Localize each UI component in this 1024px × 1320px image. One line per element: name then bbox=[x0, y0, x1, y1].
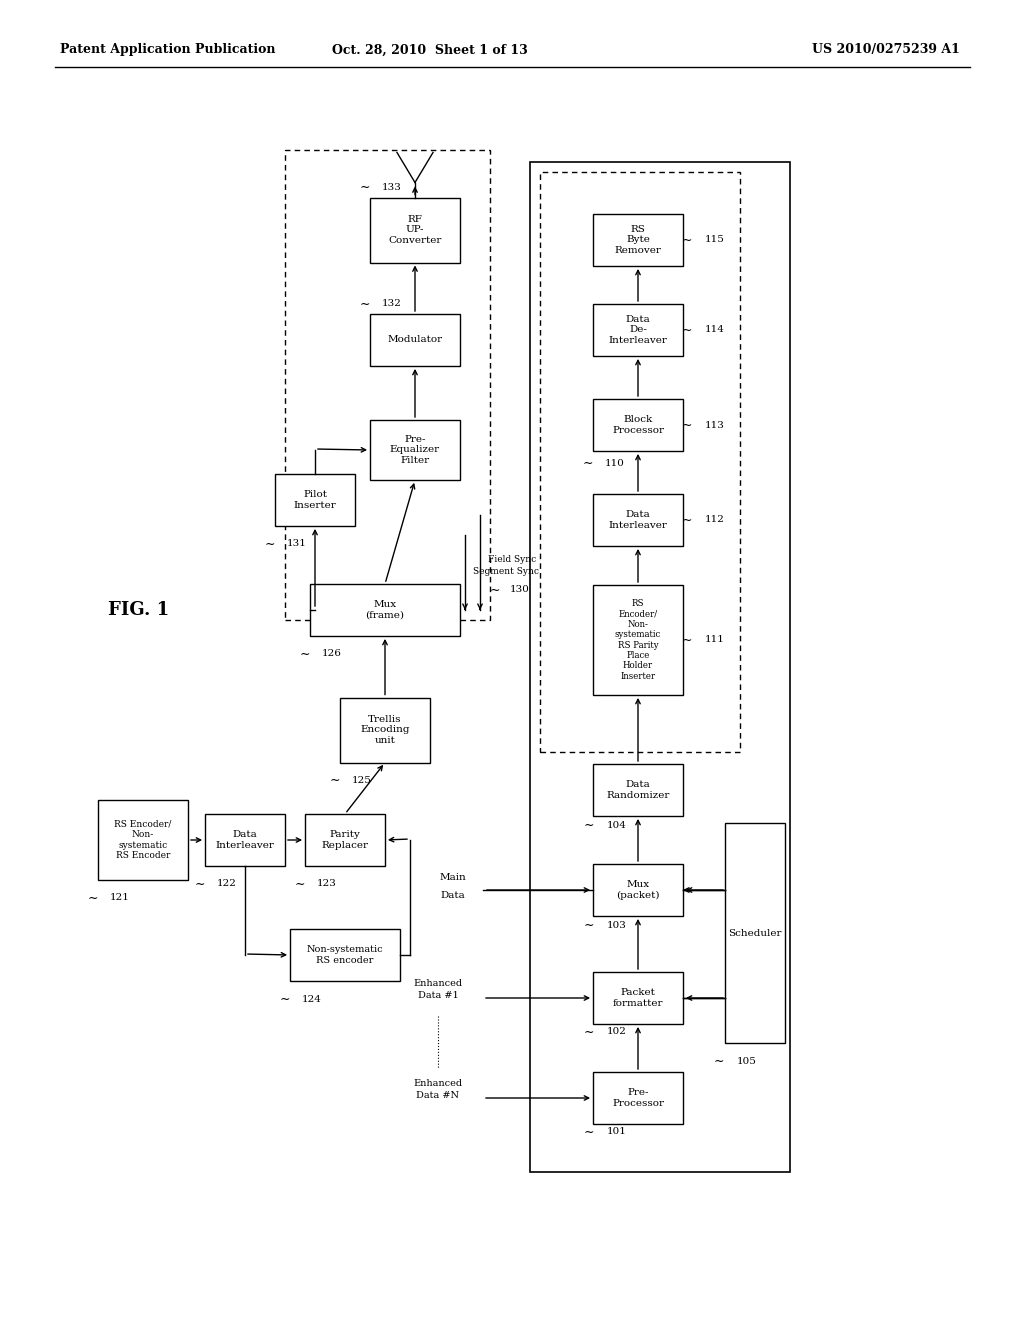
Text: 125: 125 bbox=[352, 776, 372, 785]
Bar bbox=[725, 822, 785, 1043]
Text: Scheduler: Scheduler bbox=[728, 928, 781, 937]
Bar bbox=[530, 162, 790, 1172]
Text: ∼: ∼ bbox=[88, 891, 98, 904]
Bar bbox=[593, 214, 683, 267]
Bar bbox=[305, 814, 385, 866]
Text: 121: 121 bbox=[110, 894, 130, 903]
Text: 130: 130 bbox=[510, 586, 529, 594]
Text: ∼: ∼ bbox=[584, 1126, 594, 1138]
Text: ∼: ∼ bbox=[584, 818, 594, 832]
Text: ∼: ∼ bbox=[682, 634, 692, 647]
Bar bbox=[310, 583, 460, 636]
Bar bbox=[593, 1072, 683, 1125]
Text: Packet
formatter: Packet formatter bbox=[612, 989, 664, 1007]
Bar bbox=[593, 494, 683, 546]
Text: ∼: ∼ bbox=[489, 583, 501, 597]
Bar bbox=[275, 474, 355, 525]
Text: 105: 105 bbox=[737, 1056, 757, 1065]
Text: ∼: ∼ bbox=[280, 993, 290, 1006]
Text: RS
Byte
Remover: RS Byte Remover bbox=[614, 226, 662, 255]
Text: 102: 102 bbox=[607, 1027, 627, 1036]
Text: Pre-
Processor: Pre- Processor bbox=[612, 1088, 664, 1107]
Text: 115: 115 bbox=[705, 235, 725, 244]
Text: Data
Randomizer: Data Randomizer bbox=[606, 780, 670, 800]
Text: Patent Application Publication: Patent Application Publication bbox=[60, 44, 275, 57]
Text: 112: 112 bbox=[705, 516, 725, 524]
Text: ∼: ∼ bbox=[584, 919, 594, 932]
Text: Oct. 28, 2010  Sheet 1 of 13: Oct. 28, 2010 Sheet 1 of 13 bbox=[332, 44, 528, 57]
Text: Modulator: Modulator bbox=[387, 335, 442, 345]
Text: Segment Sync: Segment Sync bbox=[473, 568, 539, 577]
Text: Data
Interleaver: Data Interleaver bbox=[216, 830, 274, 850]
Bar bbox=[593, 304, 683, 356]
Text: Mux
(frame): Mux (frame) bbox=[366, 601, 404, 619]
Bar bbox=[340, 697, 430, 763]
Text: Data #1: Data #1 bbox=[418, 991, 459, 1001]
Text: ∼: ∼ bbox=[359, 181, 371, 194]
Text: 133: 133 bbox=[382, 183, 401, 191]
Bar bbox=[540, 172, 740, 752]
Text: 123: 123 bbox=[317, 879, 337, 888]
Text: 131: 131 bbox=[287, 540, 307, 549]
Bar bbox=[290, 929, 400, 981]
Bar bbox=[98, 800, 188, 880]
Text: 103: 103 bbox=[607, 920, 627, 929]
Text: 122: 122 bbox=[217, 879, 237, 888]
Text: Main: Main bbox=[439, 874, 466, 883]
Bar bbox=[370, 314, 460, 366]
Text: ∼: ∼ bbox=[583, 457, 593, 470]
Text: ∼: ∼ bbox=[195, 878, 205, 891]
Bar bbox=[593, 865, 683, 916]
Text: 124: 124 bbox=[302, 994, 322, 1003]
Text: Enhanced: Enhanced bbox=[414, 1080, 463, 1089]
Text: 104: 104 bbox=[607, 821, 627, 829]
Text: Data #N: Data #N bbox=[417, 1092, 460, 1101]
Text: ∼: ∼ bbox=[265, 537, 275, 550]
Text: ∼: ∼ bbox=[300, 648, 310, 660]
Bar bbox=[593, 972, 683, 1024]
Text: ∼: ∼ bbox=[714, 1055, 724, 1068]
Text: Block
Processor: Block Processor bbox=[612, 416, 664, 434]
Text: RS
Encoder/
Non-
systematic
RS Parity
Place
Holder
Inserter: RS Encoder/ Non- systematic RS Parity Pl… bbox=[614, 599, 662, 681]
Text: Pre-
Equalizer
Filter: Pre- Equalizer Filter bbox=[390, 436, 440, 465]
Text: Trellis
Encoding
unit: Trellis Encoding unit bbox=[360, 715, 410, 744]
Text: 111: 111 bbox=[705, 635, 725, 644]
Text: Enhanced: Enhanced bbox=[414, 979, 463, 989]
Bar bbox=[593, 585, 683, 696]
Text: Parity
Replacer: Parity Replacer bbox=[322, 830, 369, 850]
Text: 113: 113 bbox=[705, 421, 725, 429]
Text: Data
Interleaver: Data Interleaver bbox=[608, 511, 668, 529]
Text: 126: 126 bbox=[322, 649, 342, 659]
Text: ∼: ∼ bbox=[682, 323, 692, 337]
Text: US 2010/0275239 A1: US 2010/0275239 A1 bbox=[812, 44, 961, 57]
Text: Data
De-
Interleaver: Data De- Interleaver bbox=[608, 315, 668, 345]
Bar bbox=[370, 198, 460, 263]
Bar bbox=[593, 399, 683, 451]
Bar bbox=[285, 150, 490, 620]
Text: ∼: ∼ bbox=[682, 513, 692, 527]
Text: ∼: ∼ bbox=[682, 418, 692, 432]
Text: Field Sync: Field Sync bbox=[488, 556, 537, 565]
Text: 132: 132 bbox=[382, 300, 401, 309]
Text: RS Encoder/
Non-
systematic
RS Encoder: RS Encoder/ Non- systematic RS Encoder bbox=[115, 820, 172, 861]
Text: ∼: ∼ bbox=[330, 774, 340, 787]
Text: 101: 101 bbox=[607, 1127, 627, 1137]
Text: Mux
(packet): Mux (packet) bbox=[616, 880, 659, 900]
Text: RF
UP-
Converter: RF UP- Converter bbox=[388, 215, 441, 246]
Text: Pilot
Inserter: Pilot Inserter bbox=[294, 490, 336, 510]
Text: 110: 110 bbox=[605, 458, 625, 467]
Text: ∼: ∼ bbox=[295, 878, 305, 891]
Bar bbox=[593, 764, 683, 816]
Text: 114: 114 bbox=[705, 326, 725, 334]
Text: ∼: ∼ bbox=[359, 297, 371, 310]
Bar bbox=[205, 814, 285, 866]
Text: Non-systematic
RS encoder: Non-systematic RS encoder bbox=[306, 945, 383, 965]
Bar bbox=[370, 420, 460, 480]
Text: Data: Data bbox=[440, 891, 465, 899]
Text: ∼: ∼ bbox=[584, 1026, 594, 1039]
Text: ∼: ∼ bbox=[682, 234, 692, 247]
Text: FIG. 1: FIG. 1 bbox=[108, 601, 169, 619]
